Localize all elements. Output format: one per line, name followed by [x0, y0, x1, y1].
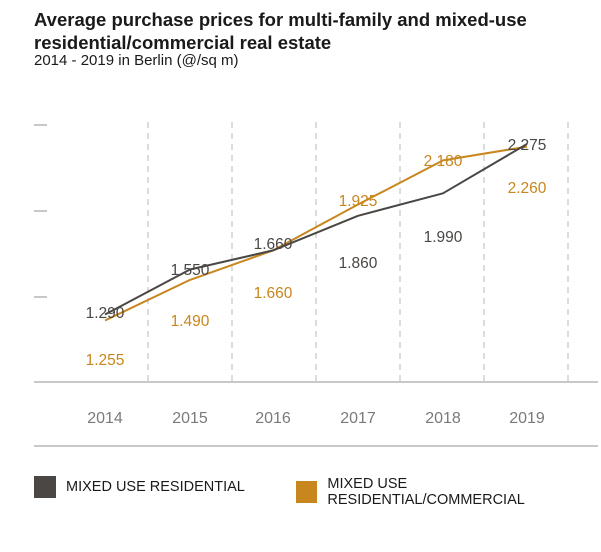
series-lines: [104, 143, 528, 322]
x-tick-label-2018: 2018: [425, 410, 461, 427]
x-tick-label-2017: 2017: [340, 410, 376, 427]
data-label-1-3: 1.925: [339, 193, 378, 210]
data-label-0-5: 2.275: [508, 137, 547, 154]
legend-swatch-mixed-use-residential: [34, 476, 56, 498]
data-label-1-4: 2.180: [424, 153, 463, 170]
x-tick-label-2015: 2015: [172, 410, 208, 427]
axes: [34, 124, 598, 447]
series-line-1: [104, 145, 528, 322]
data-labels: 1.290 1.550 1.660 1.860 1.990 2.275 1.255 1.490…: [86, 137, 547, 369]
chart-subtitle: 2014 - 2019 in Berlin (@/sq m): [34, 52, 239, 69]
chart-title: Average purchase prices for multi-family…: [34, 9, 527, 53]
legend-swatch-mixed-use-residential-commercial: [296, 481, 318, 503]
data-label-1-0: 1.255: [86, 352, 125, 369]
legend-item-mixed-use-residential: MIXED USE RESIDENTIAL: [34, 476, 245, 498]
legend-label-mixed-use-residential-commercial: MIXED USE RESIDENTIAL/COMMERCIAL: [327, 476, 525, 508]
x-tick-label-2019: 2019: [509, 410, 545, 427]
legend-label-mixed-use-residential: MIXED USE RESIDENTIAL: [66, 479, 245, 495]
legend-item-mixed-use-residential-commercial: MIXED USE RESIDENTIAL/COMMERCIAL: [296, 476, 601, 508]
data-label-0-4: 1.990: [424, 229, 463, 246]
x-tick-labels: 2014 2015 2016 2017 2018 2019: [87, 410, 545, 427]
grid-lines: [147, 122, 569, 382]
data-label-1-5: 2.260: [508, 180, 547, 197]
data-label-1-1: 1.490: [171, 313, 210, 330]
x-tick-label-2014: 2014: [87, 410, 123, 427]
data-label-1-2: 1.660: [254, 285, 293, 302]
data-label-0-2: 1.660: [254, 236, 293, 253]
data-label-0-1: 1.550: [171, 262, 210, 279]
series-line-0: [104, 143, 528, 316]
data-label-0-3: 1.860: [339, 255, 378, 272]
data-label-0-0: 1.290: [86, 305, 125, 322]
x-tick-label-2016: 2016: [255, 410, 291, 427]
